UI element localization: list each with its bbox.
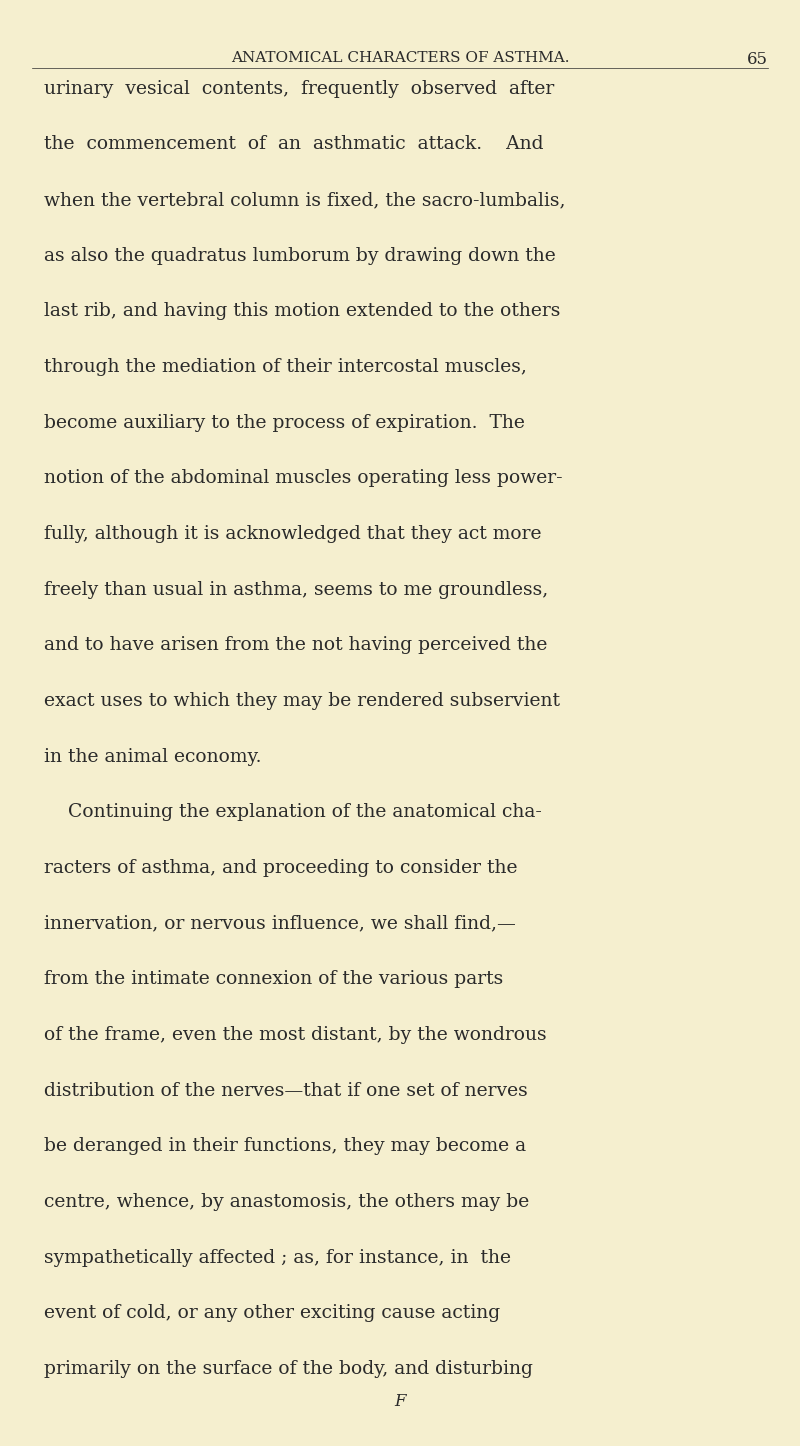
- Text: sympathetically affected ; as, for instance, in  the: sympathetically affected ; as, for insta…: [44, 1249, 511, 1267]
- Text: centre, whence, by anastomosis, the others may be: centre, whence, by anastomosis, the othe…: [44, 1193, 530, 1210]
- Text: when the vertebral column is fixed, the sacro-lumbalis,: when the vertebral column is fixed, the …: [44, 191, 566, 208]
- Text: in the animal economy.: in the animal economy.: [44, 748, 262, 765]
- Text: from the intimate connexion of the various parts: from the intimate connexion of the vario…: [44, 970, 503, 988]
- Text: 65: 65: [747, 51, 768, 68]
- Text: as also the quadratus lumborum by drawing down the: as also the quadratus lumborum by drawin…: [44, 246, 556, 265]
- Text: primarily on the surface of the body, and disturbing: primarily on the surface of the body, an…: [44, 1359, 533, 1378]
- Text: last rib, and having this motion extended to the others: last rib, and having this motion extende…: [44, 302, 560, 320]
- Text: fully, although it is acknowledged that they act more: fully, although it is acknowledged that …: [44, 525, 542, 542]
- Text: be deranged in their functions, they may become a: be deranged in their functions, they may…: [44, 1138, 526, 1155]
- Text: F: F: [394, 1392, 406, 1410]
- Text: freely than usual in asthma, seems to me groundless,: freely than usual in asthma, seems to me…: [44, 580, 548, 599]
- Text: distribution of the nerves—that if one set of nerves: distribution of the nerves—that if one s…: [44, 1082, 528, 1099]
- Text: the  commencement  of  an  asthmatic  attack.    And: the commencement of an asthmatic attack.…: [44, 134, 543, 153]
- Text: notion of the abdominal muscles operating less power-: notion of the abdominal muscles operatin…: [44, 469, 562, 487]
- Text: event of cold, or any other exciting cause acting: event of cold, or any other exciting cau…: [44, 1304, 500, 1322]
- Text: racters of asthma, and proceeding to consider the: racters of asthma, and proceeding to con…: [44, 859, 518, 876]
- Text: and to have arisen from the not having perceived the: and to have arisen from the not having p…: [44, 636, 547, 654]
- Text: innervation, or nervous influence, we shall find,—: innervation, or nervous influence, we sh…: [44, 915, 516, 933]
- Text: Continuing the explanation of the anatomical cha-: Continuing the explanation of the anatom…: [44, 804, 542, 821]
- Text: ANATOMICAL CHARACTERS OF ASTHMA.: ANATOMICAL CHARACTERS OF ASTHMA.: [230, 51, 570, 65]
- Text: urinary  vesical  contents,  frequently  observed  after: urinary vesical contents, frequently obs…: [44, 80, 554, 97]
- Text: through the mediation of their intercostal muscles,: through the mediation of their intercost…: [44, 357, 527, 376]
- Text: of the frame, even the most distant, by the wondrous: of the frame, even the most distant, by …: [44, 1027, 546, 1044]
- Text: become auxiliary to the process of expiration.  The: become auxiliary to the process of expir…: [44, 414, 525, 431]
- Text: exact uses to which they may be rendered subservient: exact uses to which they may be rendered…: [44, 693, 560, 710]
